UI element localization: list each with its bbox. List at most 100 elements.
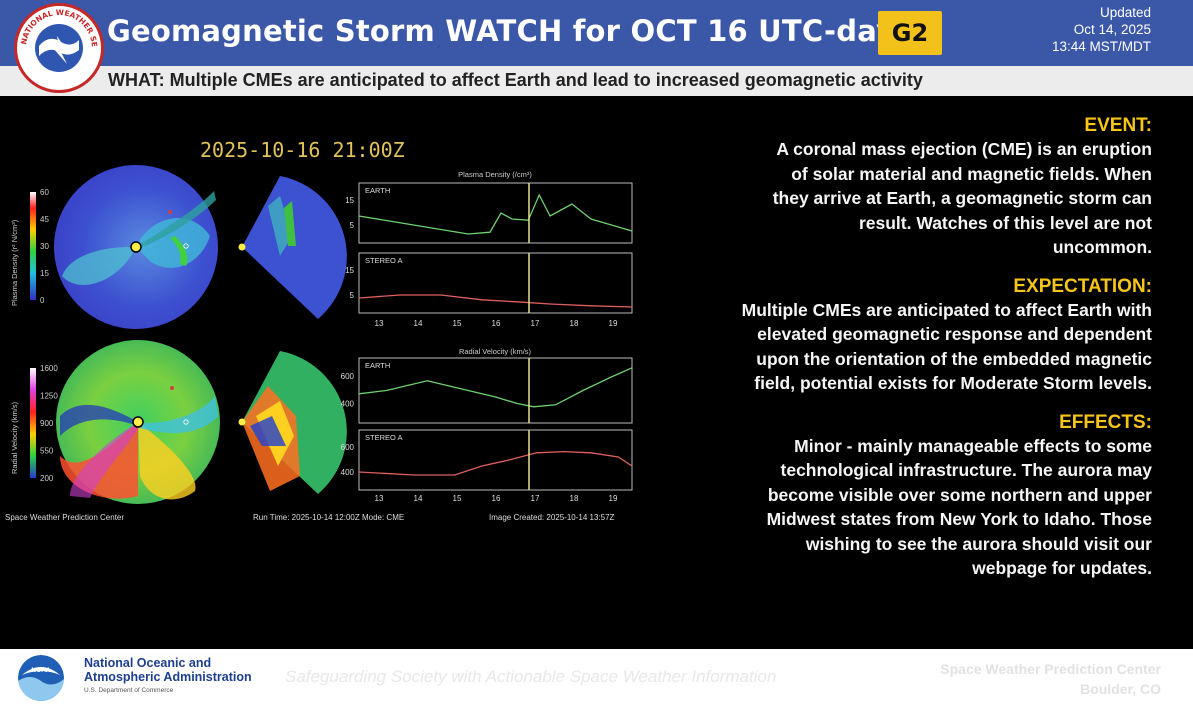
noaa-logo: NOAA — [18, 655, 64, 701]
density-bar-label: Plasma Density (r² N/cm³) — [10, 219, 19, 306]
timeseries-xtick: 17 — [531, 494, 540, 503]
density-meridional-wedge — [242, 176, 347, 319]
timeseries-xtick: 16 — [492, 319, 501, 328]
density-bar-tick: 30 — [40, 242, 49, 251]
event-line: uncommon. — [1052, 237, 1152, 257]
timeseries-xtick: 19 — [609, 319, 618, 328]
timeseries-ytick: 400 — [341, 400, 355, 409]
swpc-location: Boulder, CO — [1080, 681, 1161, 697]
effects-line: Midwest states from New York to Idaho. T… — [766, 509, 1152, 529]
effects-line: Minor - mainly manageable effects to som… — [794, 435, 1152, 456]
timeseries-line — [358, 450, 633, 476]
timeseries-ytick: 600 — [341, 372, 355, 381]
event-line: of solar material and magnetic fields. W… — [791, 163, 1152, 184]
timeseries-xtick: 14 — [414, 494, 423, 503]
timeseries-ytick: 400 — [341, 468, 355, 477]
effects-line: wishing to see the aurora should visit o… — [805, 533, 1152, 554]
noaa-name-line2: Atmospheric Administration — [84, 670, 252, 684]
effects-line: technological infrastructure. The aurora… — [780, 460, 1152, 480]
main-panel: 2025-10-16 21:00Z Plasma Density (r² N/c… — [0, 96, 1193, 649]
swpc-name: Space Weather Prediction Center — [940, 661, 1161, 677]
what-text: WHAT: Multiple CMEs are anticipated to a… — [108, 70, 923, 90]
density-colorbar — [30, 192, 36, 300]
timeseries-xtick: 15 — [453, 494, 462, 503]
density-bar-tick: 0 — [40, 296, 45, 305]
timeseries-xtick: 13 — [375, 494, 384, 503]
timeseries-line — [358, 294, 633, 308]
event-body: A coronal mass ejection (CME) is an erup… — [640, 137, 1152, 260]
timeseries-xtick: 18 — [570, 319, 579, 328]
what-bar: WHAT: Multiple CMEs are anticipated to a… — [0, 66, 1193, 96]
sim-footer-left: Space Weather Prediction Center — [5, 513, 124, 522]
velocity-chart-title: Radial Velocity (km/s) — [459, 347, 532, 356]
event-heading: EVENT: — [1084, 115, 1152, 136]
effects-line: become visible over some northern and up… — [767, 484, 1152, 505]
expectation-line: Multiple CMEs are anticipated to affect … — [741, 299, 1152, 320]
timeseries-panel-frame — [358, 429, 633, 491]
updated-time: 13:44 MST/MDT — [1051, 39, 1151, 54]
timeseries-panel-label: EARTH — [365, 361, 390, 370]
timeseries-panel-frame — [358, 182, 633, 244]
updated-date: Oct 14, 2025 — [1073, 22, 1151, 37]
noaa-name-line1: National Oceanic and — [84, 656, 212, 670]
timeseries-line — [358, 193, 633, 235]
noaa-logo-icon: NOAA — [18, 655, 64, 701]
updated-info: Updated Oct 14, 2025 13:44 MST/MDT — [1052, 4, 1151, 55]
footer-bar: NOAA National Oceanic and Atmospheric Ad… — [0, 649, 1193, 706]
velocity-bar-label: Radial Velocity (km/s) — [10, 401, 19, 474]
tagline: Safeguarding Society with Actionable Spa… — [285, 667, 777, 686]
noaa-logo-text: NOAA — [31, 667, 50, 674]
velocity-bar-tick: 550 — [40, 447, 54, 456]
sim-footer-mid: Run Time: 2025-10-14 12:00Z Mode: CME — [253, 513, 404, 522]
density-bar-tick: 60 — [40, 188, 49, 197]
timeseries-xtick: 19 — [609, 494, 618, 503]
noaa-department: U.S. Department of Commerce — [84, 687, 174, 694]
timeseries-xtick: 18 — [570, 494, 579, 503]
velocity-bar-tick: 200 — [40, 474, 54, 483]
timeseries-xtick: 17 — [531, 319, 540, 328]
timeseries-xtick: 13 — [375, 319, 384, 328]
expectation-line: field, potential exists for Moderate Sto… — [754, 373, 1152, 393]
timeseries-xtick: 16 — [492, 494, 501, 503]
storm-level-badge: G2 — [878, 11, 942, 55]
effects-body: Minor - mainly manageable effects to som… — [640, 434, 1152, 581]
timeseries-ytick: 15 — [345, 266, 354, 275]
timeseries-ytick: 600 — [341, 443, 355, 452]
expectation-line: upon the orientation of the embedded mag… — [756, 348, 1152, 369]
expectation-body: Multiple CMEs are anticipated to affect … — [640, 298, 1152, 396]
info-text-panel: EVENT: A coronal mass ejection (CME) is … — [640, 114, 1152, 581]
velocity-bar-tick: 1600 — [40, 364, 58, 373]
noaa-name: National Oceanic and Atmospheric Adminis… — [84, 656, 252, 684]
timeseries-panel-frame — [358, 252, 633, 314]
expectation-line: elevated geomagnetic response and depend… — [757, 324, 1152, 344]
timeseries-line — [358, 367, 633, 408]
timeseries-xtick: 14 — [414, 319, 423, 328]
density-chart-title: Plasma Density (/cm³) — [458, 170, 532, 179]
timeseries-panel-label: EARTH — [365, 186, 390, 195]
velocity-bar-tick: 900 — [40, 419, 54, 428]
timeseries-panel-label: STEREO A — [365, 433, 403, 442]
header-bar: Geomagnetic Storm WATCH for OCT 16 UTC-d… — [0, 0, 1193, 66]
timeseries-panel-label: STEREO A — [365, 256, 403, 265]
sim-footer-right: Image Created: 2025-10-14 13:57Z — [489, 513, 615, 522]
timeseries-ytick: 15 — [345, 196, 354, 205]
event-line: A coronal mass ejection (CME) is an erup… — [776, 139, 1152, 159]
enlil-simulation-image: 2025-10-16 21:00Z Plasma Density (r² N/c… — [5, 138, 633, 522]
timeseries-xtick: 15 — [453, 319, 462, 328]
velocity-colorbar — [30, 368, 36, 478]
timeseries-panel-frame — [358, 357, 633, 424]
event-line: result. Watches of this level are not — [858, 212, 1152, 233]
density-bar-tick: 45 — [40, 215, 49, 224]
density-bar-tick: 15 — [40, 269, 49, 278]
nws-logo: NATIONAL WEATHER SERVICE — [14, 3, 104, 93]
timeseries-ytick: 5 — [350, 291, 355, 300]
page-title: Geomagnetic Storm WATCH for OCT 16 UTC-d… — [107, 14, 896, 48]
updated-label: Updated — [1099, 5, 1151, 20]
event-line: they arrive at Earth, a geomagnetic stor… — [772, 188, 1152, 208]
velocity-bar-tick: 1250 — [40, 392, 58, 401]
swpc-credit: Space Weather Prediction Center Boulder,… — [940, 659, 1161, 699]
expectation-heading: EXPECTATION: — [1013, 275, 1152, 297]
effects-heading: EFFECTS: — [1059, 411, 1152, 433]
nws-logo-icon: NATIONAL WEATHER SERVICE — [17, 6, 99, 88]
timeseries-ytick: 5 — [350, 221, 355, 230]
